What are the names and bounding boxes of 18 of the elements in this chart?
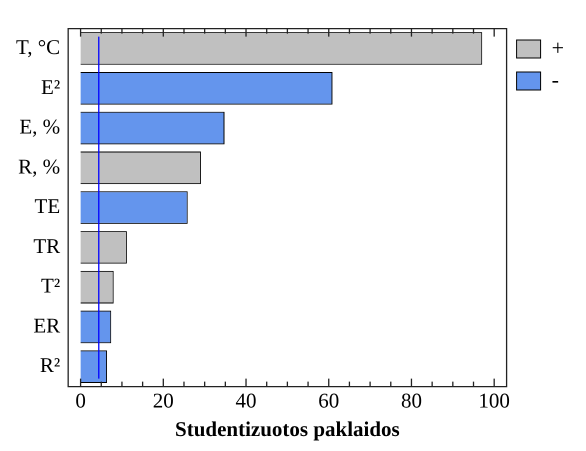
- y-tick-label: E²: [41, 74, 60, 99]
- x-tick-label: 40: [236, 388, 257, 413]
- y-tick-label: R²: [40, 353, 60, 378]
- x-axis-title: Studentizuotos paklaidos: [175, 416, 400, 441]
- x-tick-label: 60: [318, 388, 340, 413]
- y-tick-label: T²: [41, 274, 60, 298]
- x-tick-label: 100: [478, 388, 510, 413]
- x-tick-label: 20: [152, 388, 174, 413]
- y-tick-label: ER: [33, 313, 60, 338]
- y-tick-label: R, %: [18, 154, 60, 178]
- x-tick-label: 80: [400, 388, 422, 413]
- x-tick-label: 0: [75, 388, 86, 413]
- legend-label: +: [552, 34, 564, 60]
- y-tick-label: T, °C: [16, 35, 60, 60]
- y-tick-label: TE: [34, 194, 60, 218]
- legend-label: -: [552, 66, 559, 92]
- y-tick-label: E, %: [19, 114, 60, 139]
- y-tick-label: TR: [33, 234, 60, 258]
